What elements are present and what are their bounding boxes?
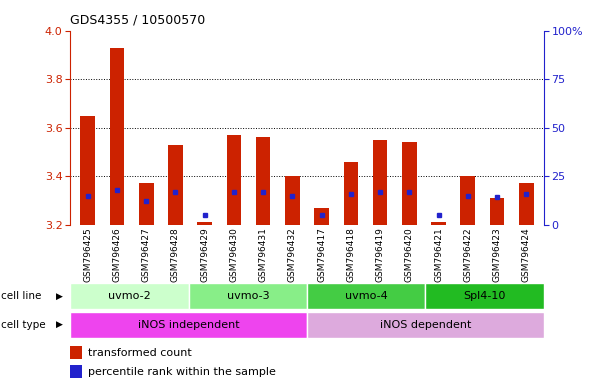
Bar xyxy=(81,116,95,225)
Bar xyxy=(70,312,307,338)
Text: GDS4355 / 10500570: GDS4355 / 10500570 xyxy=(70,13,205,26)
Text: GSM796421: GSM796421 xyxy=(434,227,443,282)
Text: Spl4-10: Spl4-10 xyxy=(463,291,506,301)
Bar xyxy=(431,222,446,225)
Text: GSM796430: GSM796430 xyxy=(230,227,238,282)
Bar xyxy=(70,346,82,359)
Text: uvmo-4: uvmo-4 xyxy=(345,291,387,301)
Bar xyxy=(425,283,544,309)
Bar xyxy=(307,283,425,309)
Bar xyxy=(110,48,125,225)
Bar xyxy=(307,312,544,338)
Text: uvmo-3: uvmo-3 xyxy=(227,291,269,301)
Text: GSM796422: GSM796422 xyxy=(463,227,472,282)
Bar xyxy=(343,162,358,225)
Bar xyxy=(227,135,241,225)
Text: GSM796424: GSM796424 xyxy=(522,227,531,282)
Text: GSM796423: GSM796423 xyxy=(492,227,502,282)
Text: transformed count: transformed count xyxy=(88,348,192,358)
Bar xyxy=(168,145,183,225)
Bar xyxy=(402,142,417,225)
Text: GSM796418: GSM796418 xyxy=(346,227,356,282)
Bar xyxy=(197,222,212,225)
Text: iNOS dependent: iNOS dependent xyxy=(379,320,471,330)
Text: GSM796427: GSM796427 xyxy=(142,227,151,282)
Text: GSM796432: GSM796432 xyxy=(288,227,297,282)
Bar xyxy=(189,283,307,309)
Bar xyxy=(489,198,504,225)
Text: GSM796420: GSM796420 xyxy=(405,227,414,282)
Bar xyxy=(373,140,387,225)
Text: GSM796419: GSM796419 xyxy=(376,227,384,282)
Text: percentile rank within the sample: percentile rank within the sample xyxy=(88,367,276,377)
Text: ▶: ▶ xyxy=(56,320,63,329)
Bar xyxy=(285,176,300,225)
Bar xyxy=(314,208,329,225)
Text: GSM796428: GSM796428 xyxy=(171,227,180,282)
Text: uvmo-2: uvmo-2 xyxy=(108,291,151,301)
Bar xyxy=(461,176,475,225)
Bar xyxy=(70,283,189,309)
Text: ▶: ▶ xyxy=(56,291,63,301)
Bar xyxy=(139,184,153,225)
Text: cell line: cell line xyxy=(1,291,42,301)
Text: iNOS independent: iNOS independent xyxy=(138,320,240,330)
Text: GSM796425: GSM796425 xyxy=(83,227,92,282)
Bar xyxy=(70,365,82,378)
Text: cell type: cell type xyxy=(1,320,46,330)
Bar xyxy=(256,137,271,225)
Text: GSM796431: GSM796431 xyxy=(258,227,268,282)
Bar xyxy=(519,184,533,225)
Text: GSM796429: GSM796429 xyxy=(200,227,209,282)
Text: GSM796417: GSM796417 xyxy=(317,227,326,282)
Text: GSM796426: GSM796426 xyxy=(112,227,122,282)
